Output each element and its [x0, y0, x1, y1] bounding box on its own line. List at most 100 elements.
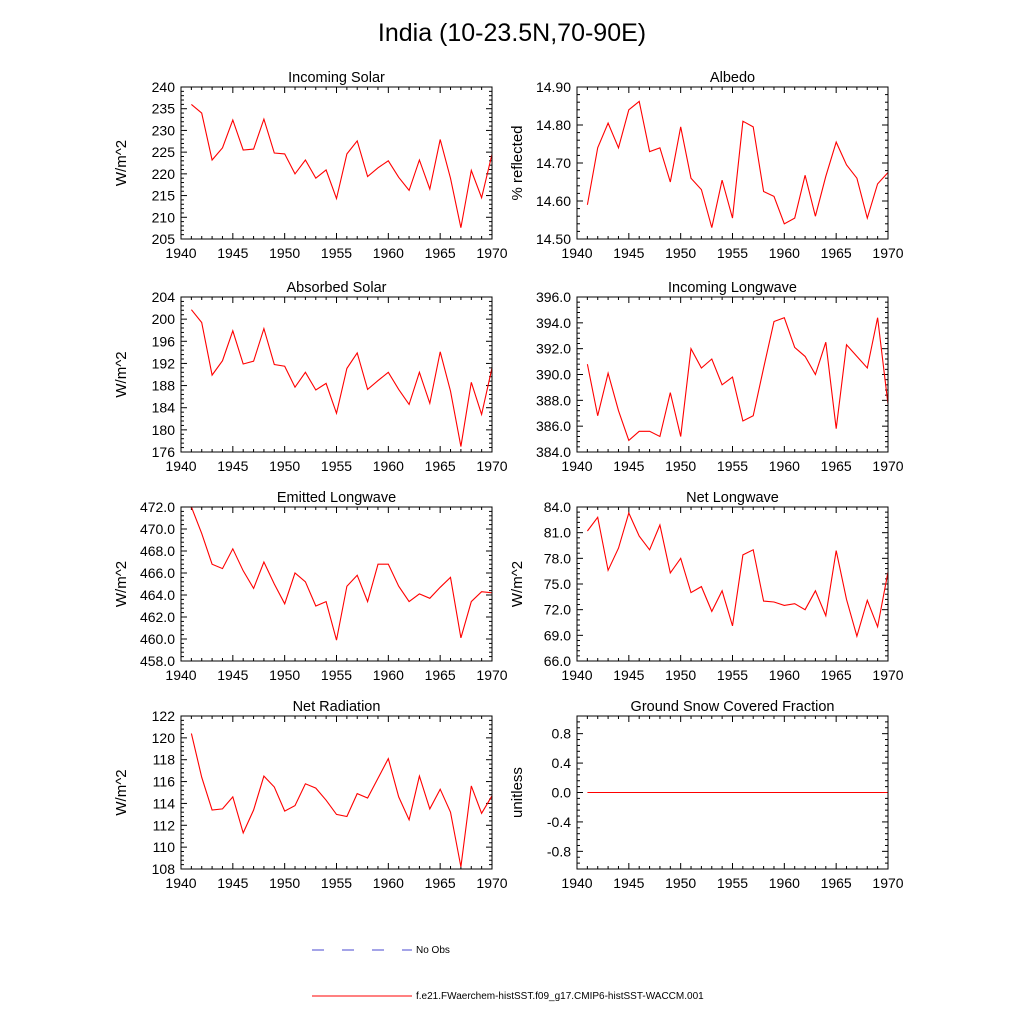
- ground-snow-covered-fraction-plot-frame: [576, 715, 889, 870]
- incoming-longwave-series-line: [586, 316, 889, 442]
- y-tick-label: -0.8: [547, 843, 571, 859]
- y-tick-label: -0.4: [547, 814, 571, 830]
- x-tick-label: 1960: [373, 667, 404, 683]
- panel-albedo: Albedo % reflected 1940 1945 1950 1955 1960 196…: [509, 70, 904, 261]
- x-tick-label: 1960: [373, 245, 404, 261]
- x-tick-label: 1955: [717, 667, 748, 683]
- x-tick-label: 1940: [561, 458, 592, 474]
- x-tick-label: 1970: [476, 667, 507, 683]
- y-tick-label: 462.0: [140, 609, 175, 625]
- x-tick-label: 1965: [821, 667, 852, 683]
- x-tick-label: 1970: [476, 458, 507, 474]
- x-tick-label: 1960: [373, 875, 404, 891]
- panel-incoming-longwave: Incoming Longwave 1940 1945 1950 1955 1960 196…: [536, 280, 904, 474]
- x-tick-label: 1940: [561, 875, 592, 891]
- x-tick-label: 1940: [165, 875, 196, 891]
- net-radiation-plot-frame: [180, 715, 493, 870]
- x-tick-label: 1945: [217, 667, 248, 683]
- x-tick-label: 1960: [769, 667, 800, 683]
- x-tick-label: 1970: [476, 875, 507, 891]
- emitted-longwave-title: Emitted Longwave: [277, 490, 396, 506]
- y-tick-label: 466.0: [140, 565, 175, 581]
- x-tick-label: 1950: [665, 875, 696, 891]
- y-tick-label: 192: [152, 355, 176, 371]
- legend: No Obs f.e21.FWaerchem-histSST.f09_g17.C…: [312, 945, 704, 1002]
- emitted-longwave-y-label: W/m^2: [113, 561, 130, 607]
- y-tick-label: 225: [152, 144, 176, 160]
- emitted-longwave-series-line: [190, 506, 493, 641]
- y-tick-label: 81.0: [544, 525, 571, 541]
- x-tick-label: 1970: [872, 458, 903, 474]
- x-tick-label: 1950: [269, 667, 300, 683]
- x-tick-label: 1970: [872, 667, 903, 683]
- x-tick-label: 1940: [165, 458, 196, 474]
- y-tick-label: 75.0: [544, 576, 571, 592]
- incoming-longwave-title: Incoming Longwave: [668, 280, 797, 296]
- panels: Incoming Solar W/m^2 1940 1945 1950 1955 1960 1…: [113, 70, 904, 891]
- panel-incoming-solar: Incoming Solar W/m^2 1940 1945 1950 1955 1960 1…: [113, 70, 508, 261]
- y-tick-label: 392.0: [536, 341, 571, 357]
- albedo-y-label: % reflected: [509, 125, 526, 200]
- x-tick-label: 1960: [769, 245, 800, 261]
- x-tick-label: 1955: [321, 667, 352, 683]
- x-tick-label: 1955: [321, 875, 352, 891]
- x-tick-label: 1955: [717, 458, 748, 474]
- incoming-solar-title: Incoming Solar: [288, 70, 385, 86]
- y-tick-label: 386.0: [536, 418, 571, 434]
- x-tick-label: 1955: [717, 245, 748, 261]
- x-tick-label: 1955: [321, 458, 352, 474]
- y-tick-label: 470.0: [140, 521, 175, 537]
- x-tick-label: 1950: [269, 458, 300, 474]
- y-tick-label: 460.0: [140, 631, 175, 647]
- x-tick-label: 1945: [217, 245, 248, 261]
- y-tick-label: 184: [152, 400, 176, 416]
- y-tick-label: 176: [152, 444, 176, 460]
- x-tick-label: 1945: [613, 458, 644, 474]
- net-radiation-title: Net Radiation: [293, 699, 381, 715]
- y-tick-label: 210: [152, 209, 176, 225]
- panel-ground-snow-covered-fraction: Ground Snow Covered Fraction unitless 1940…: [509, 699, 904, 891]
- y-tick-label: 458.0: [140, 653, 175, 669]
- net-radiation-series-line: [190, 733, 493, 867]
- y-tick-label: 235: [152, 101, 176, 117]
- x-tick-label: 1950: [269, 245, 300, 261]
- x-tick-label: 1970: [872, 875, 903, 891]
- ground-snow-covered-fraction-y-label: unitless: [509, 767, 526, 818]
- x-tick-label: 1945: [217, 458, 248, 474]
- y-tick-label: 472.0: [140, 499, 175, 515]
- panel-net-radiation: Net Radiation W/m^2 1940 1945 1950 1955 1960 19…: [113, 699, 508, 891]
- y-tick-label: 200: [152, 311, 176, 327]
- x-tick-label: 1940: [561, 245, 592, 261]
- y-tick-label: 84.0: [544, 499, 571, 515]
- y-tick-label: 215: [152, 188, 176, 204]
- emitted-longwave-plot-frame: [180, 506, 493, 662]
- x-tick-label: 1960: [373, 458, 404, 474]
- net-longwave-y-label: W/m^2: [509, 561, 526, 607]
- x-tick-label: 1970: [872, 245, 903, 261]
- absorbed-solar-plot-frame: [180, 296, 493, 453]
- y-tick-label: 220: [152, 166, 176, 182]
- y-tick-label: 120: [152, 730, 176, 746]
- panel-net-longwave: Net Longwave W/m^2 1940 1945 1950 1955 1960 196…: [509, 490, 904, 683]
- y-tick-label: 205: [152, 231, 176, 247]
- incoming-longwave-plot-frame: [576, 296, 889, 453]
- y-tick-label: 69.0: [544, 627, 571, 643]
- net-longwave-plot-frame: [576, 506, 889, 662]
- y-tick-label: 118: [153, 752, 176, 768]
- y-tick-label: 72.0: [544, 602, 571, 618]
- x-tick-label: 1965: [425, 245, 456, 261]
- y-tick-label: 390.0: [536, 367, 571, 383]
- net-longwave-series-line: [586, 511, 889, 639]
- y-tick-label: 388.0: [536, 392, 571, 408]
- x-tick-label: 1940: [561, 667, 592, 683]
- absorbed-solar-series-line: [190, 309, 493, 447]
- y-tick-label: 230: [152, 122, 176, 138]
- y-tick-label: 14.50: [536, 231, 571, 247]
- legend-model-label: f.e21.FWaerchem-histSST.f09_g17.CMIP6-hi…: [416, 991, 704, 1002]
- y-tick-label: 196: [152, 333, 176, 349]
- figure-title: India (10-23.5N,70-90E): [378, 19, 646, 47]
- x-tick-label: 1945: [613, 875, 644, 891]
- incoming-solar-series-line: [191, 103, 493, 228]
- x-tick-label: 1940: [165, 667, 196, 683]
